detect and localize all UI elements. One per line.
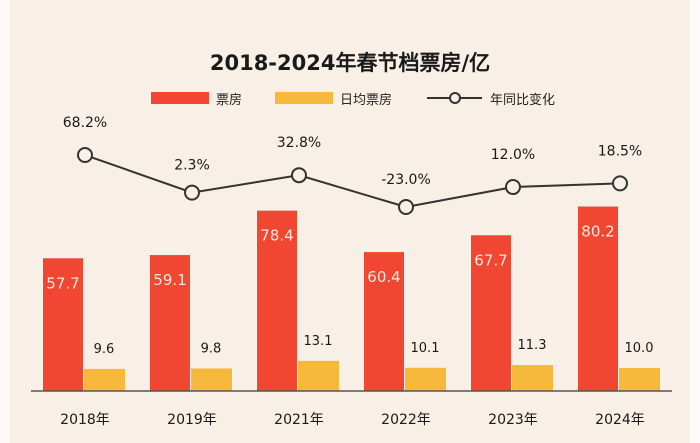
legend-marker-yoy (449, 92, 461, 104)
yoy-label: 18.5% (598, 143, 642, 159)
x-tick-label: 2024年 (595, 412, 645, 428)
bar-label-box-office: 57.7 (46, 274, 79, 292)
bar-label-daily: 9.8 (201, 341, 222, 356)
bar-box-office (471, 235, 511, 391)
yoy-line (84, 154, 621, 209)
bar-daily (619, 368, 660, 391)
yoy-label: -23.0% (381, 172, 431, 188)
legend: 票房 日均票房 年同比变化 (151, 92, 555, 108)
yoy-label: 12.0% (491, 147, 535, 163)
yoy-point (291, 167, 307, 184)
bar-daily (512, 365, 553, 391)
bar-daily (298, 360, 339, 391)
yoy-point (184, 184, 200, 201)
bar-label-box-office: 59.1 (153, 271, 186, 289)
legend-label-box-office: 票房 (216, 92, 242, 108)
chart-title: 2018-2024年春节档票房/亿 (210, 51, 490, 75)
bar-box-office (578, 206, 618, 391)
legend-swatch-daily (275, 92, 333, 104)
yoy-label: 2.3% (174, 158, 210, 174)
yoy-label: 32.8% (277, 135, 321, 151)
bar-label-daily: 13.1 (304, 334, 333, 349)
bar-label-daily: 9.6 (94, 342, 115, 357)
bar-label-box-office: 60.4 (367, 268, 400, 286)
x-tick-label: 2018年 (60, 412, 110, 428)
bar-box-office (257, 210, 297, 391)
bar-label-box-office: 67.7 (474, 251, 507, 269)
bar-box-office (43, 258, 83, 391)
legend-label-yoy: 年同比变化 (490, 92, 555, 108)
legend-label-daily: 日均票房 (340, 92, 392, 108)
bar-label-daily: 10.1 (411, 341, 440, 356)
bar-label-daily: 10.0 (625, 341, 654, 356)
bar-label-box-office: 78.4 (260, 227, 293, 245)
yoy-point (398, 199, 414, 215)
bar-daily (84, 368, 125, 391)
x-tick-label: 2021年 (274, 412, 324, 428)
x-tick-label: 2019年 (167, 412, 217, 428)
legend-swatch-box-office (151, 92, 209, 104)
chart-container: 2018-2024年春节档票房/亿 票房 日均票房 年同比变化 57.7 9.6 2… (10, 0, 690, 443)
bar-box-office (364, 252, 404, 391)
bar-label-daily: 11.3 (518, 338, 547, 353)
x-tick-label: 2023年 (488, 412, 538, 428)
bar-label-box-office: 80.2 (581, 223, 614, 241)
yoy-point (505, 179, 521, 196)
yoy-point (77, 147, 93, 164)
yoy-label: 68.2% (63, 115, 107, 131)
yoy-point (612, 175, 628, 192)
bar-daily (191, 368, 232, 391)
bar-daily (405, 367, 446, 391)
bar-box-office (150, 255, 190, 391)
x-tick-label: 2022年 (381, 412, 431, 428)
